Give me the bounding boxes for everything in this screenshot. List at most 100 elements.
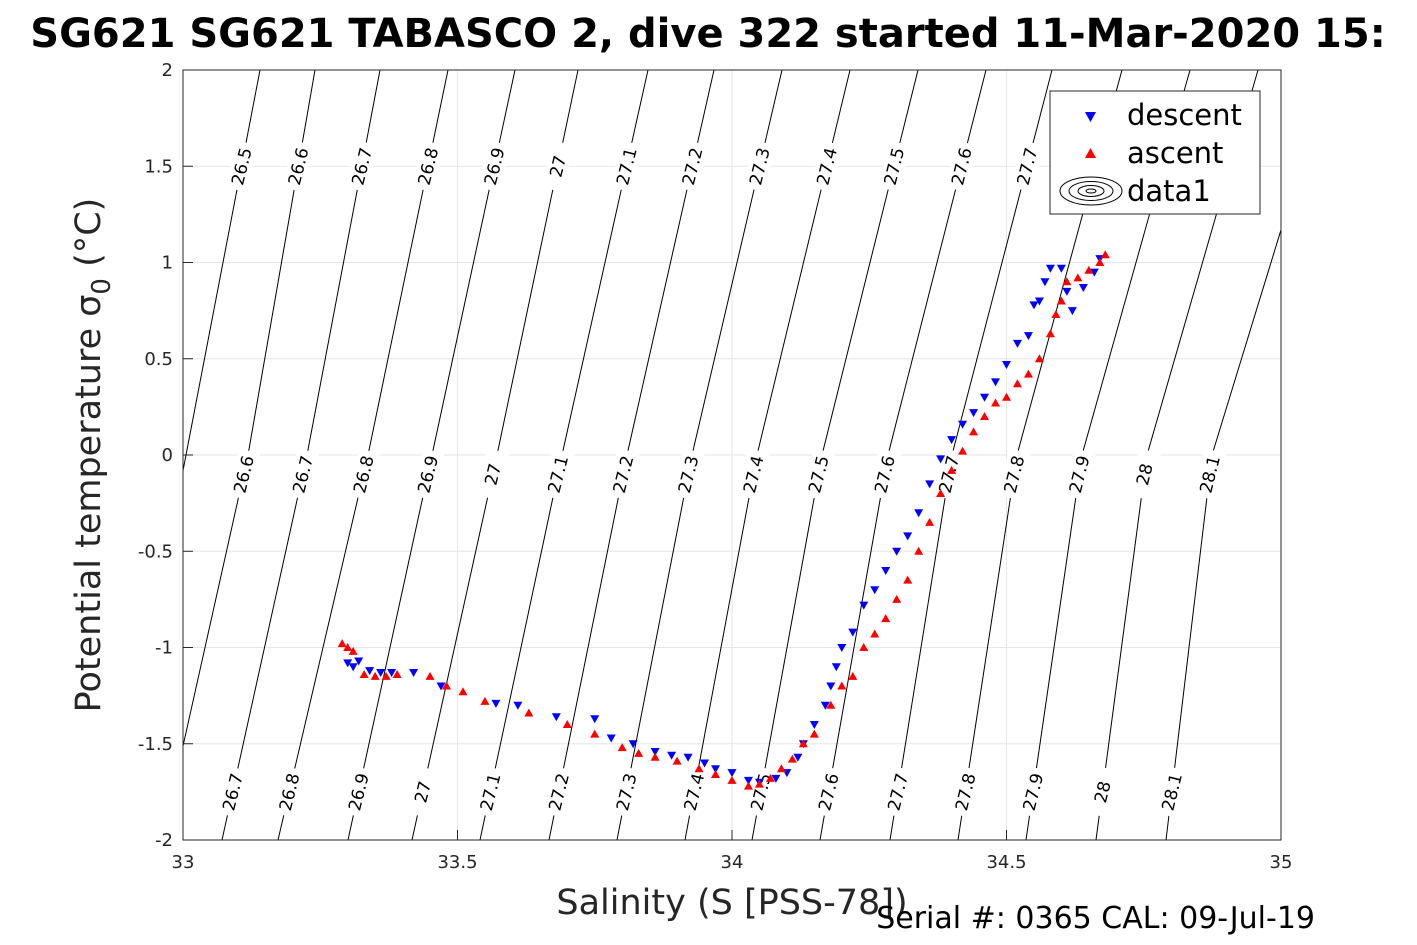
contour-label-mask [227, 448, 261, 501]
ascent-point [1056, 296, 1066, 305]
axis-ticks: 33 33.5 34 34.5 35 -2 -1.5 -1 -0.5 0 0.5 1 1.5 2 [138, 60, 1293, 873]
contour-label-mask [216, 765, 250, 818]
descent-point [881, 567, 891, 575]
descent-point [650, 747, 660, 756]
legend-descent-marker [1085, 112, 1096, 122]
ascent-point [881, 614, 891, 623]
ascent-point [980, 412, 990, 420]
y-tick-label: -1 [155, 638, 173, 659]
ascent-point [754, 779, 764, 788]
descent-point [991, 378, 1001, 387]
ascent-point [969, 427, 979, 436]
legend: descent ascent data1 [1049, 90, 1261, 215]
descent-point [903, 532, 913, 541]
ascent-point [903, 575, 913, 584]
ascent-point [1084, 265, 1094, 274]
contour-label-mask [877, 140, 911, 193]
descent-point [513, 701, 523, 710]
x-axis-label: Salinity (S [PSS-78]) [556, 883, 907, 923]
contour-label-mask [225, 140, 258, 193]
descent-point [436, 682, 446, 691]
descent-point [667, 751, 677, 760]
ascent-point [337, 639, 347, 648]
ascent-point [1051, 309, 1061, 318]
ascent-point [743, 781, 753, 790]
contour-label-mask [881, 765, 915, 818]
contour-label-mask [347, 448, 380, 501]
legend-box [1049, 90, 1261, 215]
descent-point [348, 663, 358, 672]
chart-title: SG621 SG621 TABASCO 2, dive 322 started … [30, 11, 1385, 57]
descent-point [1045, 264, 1055, 273]
descent-point [1078, 284, 1088, 293]
contour-label-mask [1193, 448, 1227, 501]
legend-ascent-label: ascent [1127, 136, 1223, 170]
descent-point [1002, 361, 1011, 370]
ascent-point [809, 729, 819, 738]
y-tick-label: -2 [155, 830, 173, 851]
contour-label-mask [541, 448, 575, 501]
contour-label-mask [406, 765, 440, 818]
descent-point [936, 455, 946, 464]
descent-point [711, 765, 721, 774]
descent-point [354, 657, 364, 666]
y-tick-label: -1.5 [138, 734, 173, 755]
descent-point [892, 547, 902, 556]
ascent-point [1034, 354, 1044, 363]
descent-point [1089, 268, 1099, 277]
ascent-point [936, 489, 946, 497]
contour-label-mask [997, 448, 1031, 501]
y-tick-label: 2 [162, 60, 173, 81]
descent-point [683, 753, 693, 762]
descent-point [743, 776, 753, 785]
ascent-point [381, 671, 391, 680]
contour-label-mask [677, 765, 711, 818]
descent-point [727, 769, 737, 778]
descent-point [365, 667, 375, 676]
contour-label-mask [281, 140, 315, 193]
y-tick-label: -0.5 [138, 541, 173, 562]
ascent-point [1012, 379, 1022, 388]
ascent-point [1073, 273, 1083, 282]
descent-point [387, 669, 397, 678]
descent-point [793, 753, 803, 762]
descent-point [831, 663, 841, 672]
y-tick-label: 1.5 [144, 156, 173, 177]
ascent-point [359, 669, 369, 678]
descent-point [1067, 307, 1077, 316]
contour-label-mask [671, 448, 705, 501]
contour-label-mask [810, 140, 844, 193]
ascent-point [672, 756, 682, 765]
ascent-point [458, 687, 468, 696]
ascent-point [562, 720, 572, 728]
ascent-point [776, 764, 786, 773]
legend-descent-label: descent [1127, 98, 1242, 132]
data-series [337, 250, 1110, 790]
ascent-point [1062, 277, 1072, 286]
descent-point [700, 759, 710, 768]
descent-point [809, 721, 819, 729]
descent-point [1056, 264, 1066, 273]
ascent-point [765, 773, 775, 782]
descent-point [958, 420, 968, 429]
descent-point [590, 715, 600, 724]
descent-point [969, 409, 979, 418]
contour-label-mask [1062, 448, 1096, 501]
y-axis-label: Potential temperature σ0 (°C) [69, 198, 117, 713]
contour-label-mask [342, 765, 375, 818]
ascent-point [848, 671, 858, 680]
descent-point [848, 628, 858, 637]
descent-point [859, 601, 869, 610]
contour-label-mask [542, 765, 576, 818]
ascent-point [524, 708, 534, 717]
descent-point [1023, 332, 1033, 341]
ascent-point [870, 629, 880, 638]
contour-label-mask [743, 140, 776, 193]
x-tick-label: 33.5 [437, 852, 477, 873]
contour-label-mask [802, 448, 835, 501]
ascent-point [480, 696, 490, 705]
y-tick-label: 0 [162, 445, 173, 466]
ascent-point [1095, 258, 1105, 266]
ascent-point [892, 594, 902, 603]
descent-point [628, 740, 638, 749]
